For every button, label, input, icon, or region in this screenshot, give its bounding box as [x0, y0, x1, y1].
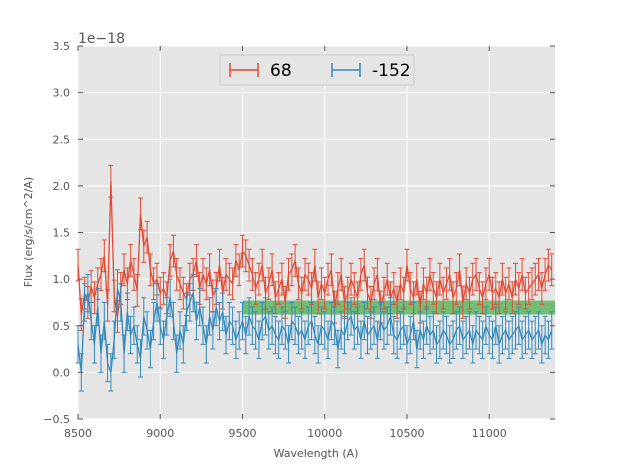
- y-tick-label: 2.0: [53, 180, 71, 193]
- x-tick-label: 9000: [146, 427, 174, 440]
- legend: 68 -152: [219, 54, 415, 86]
- y-tick-label: 2.5: [53, 133, 71, 146]
- y-tick-label: 3.5: [53, 40, 71, 53]
- y-axis-label: Flux (erg/s/cm^2/A): [22, 177, 35, 287]
- x-tick-label: 8500: [64, 427, 92, 440]
- x-tick-label: 10500: [389, 427, 424, 440]
- x-tick-label: 9500: [228, 427, 256, 440]
- y-tick-label: 1.0: [53, 273, 71, 286]
- axis-ticks: 8500 9000 9500 10000 10500 11000 −0.5 0.0 0.5 1.0…: [43, 40, 555, 440]
- legend-label: 68: [270, 61, 292, 81]
- y-tick-label: 0.0: [53, 366, 71, 379]
- x-axis-label: Wavelength (A): [274, 447, 359, 460]
- y-offset-label: 1e−18: [78, 31, 125, 47]
- y-tick-label: 3.0: [53, 87, 71, 100]
- legend-entries: 68 -152: [229, 61, 411, 81]
- series-line: [77, 288, 553, 373]
- legend-label: -152: [372, 61, 411, 81]
- series-group: [75, 164, 555, 392]
- series-1: [75, 269, 555, 392]
- x-tick-label: 10000: [307, 427, 342, 440]
- y-tick-label: −0.5: [43, 413, 70, 426]
- y-tick-label: 0.5: [53, 320, 71, 333]
- y-tick-label: 1.5: [53, 227, 71, 240]
- series-line: [77, 181, 553, 317]
- x-tick-label: 11000: [472, 427, 507, 440]
